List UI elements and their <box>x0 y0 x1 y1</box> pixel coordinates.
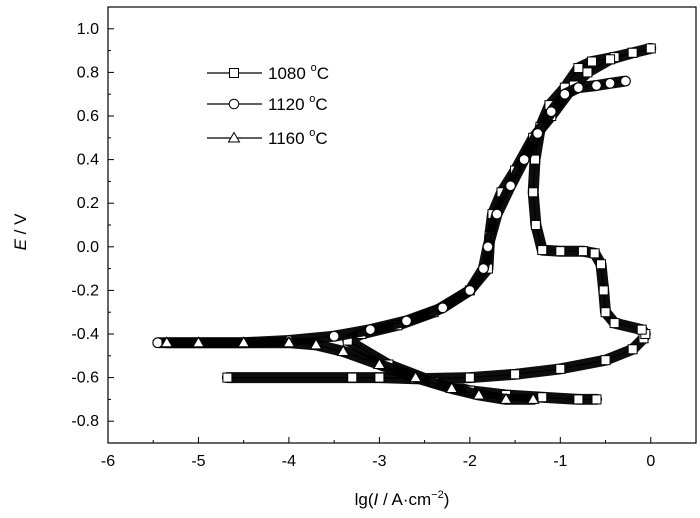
x-tick-label: -4 <box>282 453 296 470</box>
data-point-1120 <box>491 208 503 220</box>
data-point-1120 <box>401 315 412 327</box>
data-point-1080 <box>530 220 541 230</box>
data-point-1120 <box>478 263 489 274</box>
data-point-1080 <box>627 344 638 355</box>
data-point-1120 <box>464 285 476 296</box>
data-point-1160 <box>373 358 386 370</box>
x-tick-label: -3 <box>372 453 386 470</box>
data-point-1080 <box>222 372 233 383</box>
y-axis-title: E / V <box>11 213 30 251</box>
data-point-1080 <box>636 324 647 335</box>
data-point-1080 <box>598 285 609 296</box>
data-point-1160 <box>237 336 251 348</box>
data-point-1160 <box>336 344 350 356</box>
data-point-1080 <box>591 394 602 405</box>
data-point-1080 <box>645 43 656 54</box>
data-point-1080 <box>586 56 597 67</box>
data-point-1080 <box>600 355 611 366</box>
axis-ticks: -6 -5 -4 -3 -2 -1 0 -0.8 -0.6 -0.4 -0.2 0.0 0.2 0.4 0.… <box>71 21 655 470</box>
x-axis-title: lg(I / A·cm−2) <box>355 489 450 509</box>
data-point-1120 <box>482 241 494 253</box>
data-point-1120 <box>573 82 584 93</box>
legend-entry-1160: 1160 oC <box>207 127 328 148</box>
series-layer <box>153 44 655 404</box>
square-marker-icon <box>229 68 239 78</box>
data-point-1080 <box>555 363 566 374</box>
y-tick-label: -0.4 <box>71 326 99 343</box>
data-point-1080 <box>609 318 620 329</box>
x-tick-label: -2 <box>463 453 477 470</box>
data-point-1120 <box>532 128 543 139</box>
series-band-1160 <box>167 343 533 400</box>
data-point-1080 <box>582 67 593 78</box>
data-point-1120 <box>518 154 530 165</box>
legend-entry-1120: 1120 oC <box>207 93 328 114</box>
legend-label-1160: 1160 <box>268 129 305 148</box>
data-point-1080 <box>537 392 548 403</box>
data-point-1120 <box>591 80 602 91</box>
data-point-1160 <box>192 336 205 348</box>
data-point-1080 <box>374 372 385 383</box>
data-point-1160 <box>160 336 174 348</box>
circle-marker-icon <box>228 98 240 110</box>
svg-text:1080 oC: 1080 oC <box>268 62 329 83</box>
data-point-1120 <box>437 302 449 314</box>
svg-text:1120 oC: 1120 oC <box>268 93 328 114</box>
legend-label-1120: 1120 <box>268 95 305 114</box>
data-point-1080 <box>600 307 611 318</box>
y-tick-label: 0.8 <box>77 64 99 81</box>
data-point-1160 <box>499 392 513 404</box>
data-point-1080 <box>577 246 588 257</box>
data-point-1080 <box>627 47 638 58</box>
x-tick-label: -1 <box>553 453 567 470</box>
data-point-1120 <box>505 180 516 192</box>
data-point-1080 <box>537 245 548 256</box>
data-point-1080 <box>528 187 539 198</box>
data-point-1080 <box>510 369 521 380</box>
data-point-1120 <box>604 78 616 89</box>
data-point-1080 <box>589 248 600 259</box>
x-tick-label: -5 <box>191 453 205 470</box>
svg-text:1160 oC: 1160 oC <box>268 127 328 148</box>
series-1160 <box>160 336 540 404</box>
data-point-1080 <box>555 246 566 257</box>
data-point-1080 <box>347 372 358 383</box>
y-tick-label: -0.2 <box>71 282 99 299</box>
legend-entry-1080: 1080 oC <box>207 62 329 83</box>
y-tick-label: -0.8 <box>71 413 99 430</box>
data-point-1160 <box>472 388 486 400</box>
data-point-1080 <box>573 394 584 405</box>
y-tick-label: -0.6 <box>71 370 99 387</box>
data-point-1080 <box>529 154 540 165</box>
y-tick-label: 0.2 <box>77 195 99 212</box>
y-tick-label: 0.0 <box>77 239 99 256</box>
x-tick-label: 0 <box>646 453 655 470</box>
data-point-1120 <box>559 88 571 100</box>
legend: 1080 oC 1120 oC 1160 oC <box>207 62 329 148</box>
y-tick-label: 0.4 <box>77 152 99 169</box>
data-point-1080 <box>605 54 616 65</box>
data-point-1080 <box>464 372 475 383</box>
data-point-1160 <box>409 371 422 383</box>
y-tick-label: 1.0 <box>77 21 99 38</box>
data-point-1080 <box>596 259 607 270</box>
series-1120 <box>153 76 630 347</box>
x-tick-label: -6 <box>101 453 115 470</box>
data-point-1120 <box>620 75 631 87</box>
legend-label-1080: 1080 <box>268 64 306 83</box>
data-point-1120 <box>328 330 340 342</box>
data-point-1160 <box>309 338 323 350</box>
triangle-marker-icon <box>227 131 241 143</box>
data-point-1160 <box>526 392 540 404</box>
y-tick-label: 0.6 <box>77 108 99 125</box>
data-point-1120 <box>365 324 376 335</box>
data-point-1120 <box>545 106 557 117</box>
data-point-1080 <box>573 63 584 74</box>
data-point-1160 <box>445 382 459 393</box>
data-point-1160 <box>282 336 296 348</box>
